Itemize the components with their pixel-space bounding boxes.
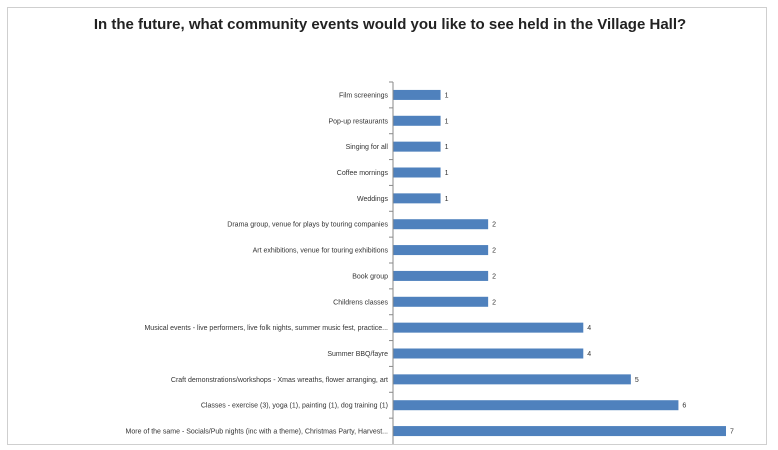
- bar: [393, 400, 679, 411]
- category-label: Coffee mornings: [337, 170, 389, 177]
- bar: [393, 167, 441, 178]
- category-label: Pop-up restaurants: [328, 118, 388, 125]
- bar: [393, 348, 584, 359]
- value-label: 1: [445, 118, 449, 125]
- bar: [393, 426, 726, 437]
- bar: [393, 296, 489, 307]
- value-label: 4: [587, 325, 591, 332]
- category-label: Classes - exercise (3), yoga (1), painti…: [201, 403, 388, 410]
- value-label: 2: [492, 222, 496, 229]
- chart-frame: [7, 7, 767, 445]
- category-label: Childrens classes: [333, 299, 388, 306]
- bar: [393, 89, 441, 100]
- bar: [393, 193, 441, 204]
- bar: [393, 219, 489, 230]
- category-label: More of the same - Socials/Pub nights (i…: [126, 429, 389, 436]
- chart-title: In the future, what community events wou…: [93, 16, 687, 33]
- category-label: Weddings: [357, 196, 389, 203]
- value-label: 7: [730, 429, 734, 436]
- category-label: Singing for all: [346, 144, 389, 151]
- category-label: Craft demonstrations/workshops - Xmas wr…: [171, 377, 388, 384]
- value-label: 6: [682, 403, 686, 410]
- value-label: 2: [492, 299, 496, 306]
- category-label: Drama group, venue for plays by touring …: [227, 222, 388, 229]
- category-label: Art exhibitions, venue for touring exhib…: [253, 248, 389, 255]
- category-label: Film screenings: [339, 92, 389, 99]
- value-label: 5: [635, 377, 639, 384]
- category-label: Musical events - live performers, live f…: [144, 325, 388, 332]
- bar: [393, 141, 441, 152]
- category-label: Summer BBQ/fayre: [327, 351, 388, 358]
- value-label: 1: [445, 170, 449, 177]
- value-label: 2: [492, 273, 496, 280]
- value-label: 1: [445, 92, 449, 99]
- value-label: 2: [492, 248, 496, 255]
- bar: [393, 245, 489, 256]
- bar: [393, 322, 584, 333]
- bar: [393, 115, 441, 126]
- value-label: 1: [445, 196, 449, 203]
- value-label: 1: [445, 144, 449, 151]
- bar: [393, 374, 631, 385]
- category-label: Book group: [352, 273, 388, 280]
- value-label: 4: [587, 351, 591, 358]
- bar: [393, 270, 489, 281]
